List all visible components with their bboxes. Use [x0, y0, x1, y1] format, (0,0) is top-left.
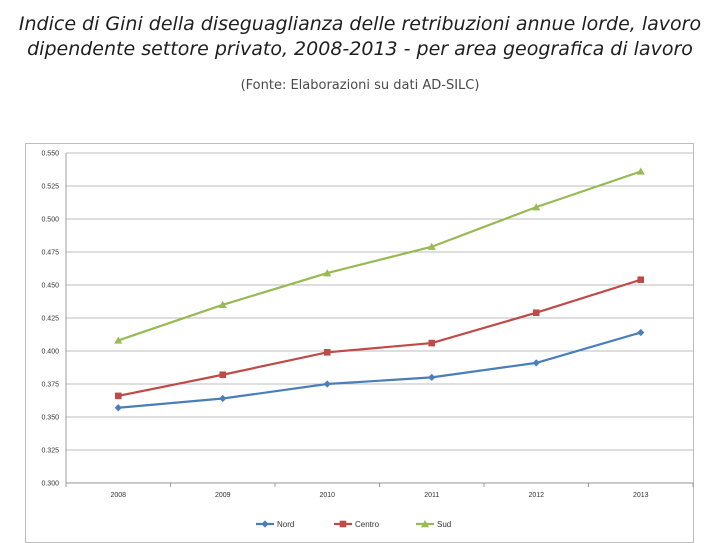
data-point-sud-2012 — [532, 203, 541, 211]
y-tick-label-9: 0.525 — [41, 184, 59, 191]
legend-label-nord: Nord — [277, 520, 294, 529]
data-point-sud-2011 — [427, 242, 436, 250]
y-tick-label-1: 0.325 — [41, 448, 59, 455]
legend-marker-sud — [421, 520, 429, 528]
y-tick-label-5: 0.425 — [41, 316, 59, 323]
series-line-nord — [118, 331, 642, 409]
legend-label-sud: Sud — [437, 520, 451, 529]
data-point-nord-2011 — [428, 373, 436, 381]
chart-title-line-2: dipendente settore privato, 2008-2013 - … — [27, 38, 693, 60]
x-tick-label-2013: 2013 — [633, 492, 649, 499]
data-point-centro-2011 — [428, 339, 436, 347]
data-point-sud-2008 — [114, 336, 123, 344]
data-point-nord-2013 — [637, 328, 645, 337]
data-point-centro-2010 — [323, 349, 331, 356]
data-point-nord-2010 — [323, 380, 331, 388]
y-tick-label-7: 0.475 — [41, 250, 59, 257]
y-tick-label-10: 0.550 — [41, 151, 59, 158]
data-point-sud-2013 — [636, 167, 645, 175]
legend-marker-centro — [339, 520, 347, 528]
chart-area — [25, 143, 694, 543]
y-tick-label-0: 0.300 — [41, 481, 59, 488]
series-line-centro — [118, 278, 642, 397]
data-point-nord-2009 — [219, 394, 227, 403]
y-tick-label-3: 0.375 — [41, 382, 59, 389]
data-point-sud-2010 — [323, 269, 332, 277]
y-tick-label-6: 0.450 — [41, 283, 59, 290]
data-point-centro-2009 — [219, 371, 227, 379]
x-tick-label-2009: 2009 — [215, 492, 231, 499]
x-tick-label-2008: 2008 — [110, 492, 126, 499]
y-tick-label-4: 0.400 — [41, 349, 59, 356]
data-point-centro-2008 — [114, 392, 122, 400]
data-point-centro-2013 — [637, 276, 645, 284]
chart-title: Indice di Gini della diseguaglianza dell… — [0, 12, 720, 62]
y-tick-label-8: 0.500 — [41, 217, 59, 224]
y-tick-label-2: 0.350 — [41, 415, 59, 422]
legend-marker-nord — [261, 520, 269, 528]
chart-title-line-1: Indice di Gini della diseguaglianza dell… — [18, 13, 702, 35]
x-tick-label-2011: 2011 — [424, 492, 439, 499]
data-point-nord-2012 — [532, 359, 540, 367]
data-point-nord-2008 — [114, 404, 122, 412]
data-point-sud-2009 — [218, 300, 227, 308]
legend-label-centro: Centro — [355, 520, 380, 529]
chart-subtitle: (Fonte: Elaborazioni su dati AD-SILC) — [240, 78, 480, 93]
x-tick-label-2010: 2010 — [319, 492, 335, 499]
data-point-centro-2012 — [532, 309, 540, 317]
series-line-sud — [117, 170, 642, 342]
x-tick-label-2012: 2012 — [528, 492, 544, 499]
